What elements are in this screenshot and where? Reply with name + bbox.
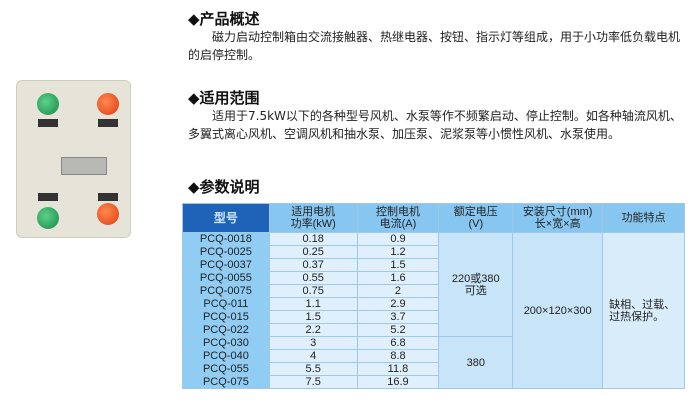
model-cell: PCQ-0055 [182, 271, 270, 285]
table-row: PCQ-0075 0.75 2 [182, 284, 685, 298]
model-cell: PCQ-055 [182, 362, 270, 376]
model-cell: PCQ-022 [182, 323, 270, 337]
column-header: 型号 [182, 203, 270, 233]
table-row: PCQ-055 5.5 11.8 [182, 362, 685, 376]
label-plate [98, 119, 118, 127]
product-image [16, 80, 131, 238]
scope-text: 适用于7.5kW以下的各种型号风机、水泵等作不频繁启动、停止控制。如各种轴流风机… [188, 109, 682, 141]
power-cell: 7.5 [268, 375, 358, 389]
current-cell: 16.9 [356, 375, 440, 389]
column-header: 控制电机 电流(A) [356, 203, 440, 233]
model-cell: PCQ-0025 [182, 245, 270, 259]
table-row: PCQ-0037 0.37 1.5 [182, 258, 685, 272]
power-cell: 1.5 [268, 310, 358, 324]
overview-title: ◆产品概述 [188, 10, 260, 28]
current-cell: 5.2 [356, 323, 440, 337]
power-cell: 5.5 [268, 362, 358, 376]
model-cell: PCQ-015 [182, 310, 270, 324]
current-cell: 1.2 [356, 245, 440, 259]
size-cell: 200×120×300 [512, 232, 604, 389]
red-stop-button [97, 203, 119, 225]
nameplate [61, 157, 107, 175]
table-row: PCQ-015 1.5 3.7 [182, 310, 685, 324]
table-row: PCQ-0018 0.18 0.9 220或380 可选 200×120×300 缺相、过载… [182, 232, 685, 389]
column-header: 安装尺寸(mm) 长×宽×高 [512, 203, 604, 233]
current-cell: 2.9 [356, 297, 440, 311]
table-row: PCQ-030 3 6.8 380 [182, 336, 685, 389]
power-cell: 0.55 [268, 271, 358, 285]
table-row: PCQ-0025 0.25 1.2 [182, 245, 685, 259]
green-start-button [37, 207, 59, 229]
voltage-cell: 220或380 可选 [438, 232, 514, 337]
model-cell: PCQ-075 [182, 375, 270, 389]
red-indicator-lamp [97, 93, 119, 115]
power-cell: 3 [268, 336, 358, 350]
table-row: PCQ-022 2.2 5.2 [182, 323, 685, 337]
current-cell: 6.8 [356, 336, 440, 350]
model-cell: PCQ-0075 [182, 284, 270, 298]
power-cell: 0.18 [268, 232, 358, 246]
model-cell: PCQ-0037 [182, 258, 270, 272]
label-plate [98, 193, 118, 201]
current-cell: 2 [356, 284, 440, 298]
label-plate [38, 193, 58, 201]
scope-title: ◆适用范围 [188, 89, 260, 107]
model-cell: PCQ-011 [182, 297, 270, 311]
power-cell: 0.37 [268, 258, 358, 272]
feature-cell: 缺相、过载、 过热保护。 [602, 232, 685, 389]
overview-text: 磁力启动控制箱由交流接触器、热继电器、按钮、指示灯等组成，用于小功率低负载电机的… [188, 30, 681, 62]
voltage-cell: 380 [438, 336, 514, 389]
model-cell: PCQ-040 [182, 349, 270, 363]
model-cell: PCQ-0018 [182, 232, 270, 246]
power-cell: 1.1 [268, 297, 358, 311]
current-cell: 3.7 [356, 310, 440, 324]
table-row: PCQ-040 4 8.8 [182, 349, 685, 363]
current-cell: 8.8 [356, 349, 440, 363]
table-row: PCQ-075 7.5 16.9 [182, 375, 685, 389]
power-cell: 4 [268, 349, 358, 363]
green-indicator-lamp [37, 93, 59, 115]
model-cell: PCQ-030 [182, 336, 270, 350]
current-cell: 11.8 [356, 362, 440, 376]
current-cell: 1.5 [356, 258, 440, 272]
column-header: 额定电压 (V) [438, 203, 514, 233]
label-plate [38, 119, 58, 127]
column-header: 适用电机 功率(kW) [268, 203, 358, 233]
params-title: ◆参数说明 [188, 178, 260, 196]
current-cell: 1.6 [356, 271, 440, 285]
column-header: 功能特点 [602, 203, 685, 233]
parameter-table: 型号 适用电机 功率(kW) 控制电机 电流(A) 额定电压 (V) 安装尺寸(mm) 长×宽×… [182, 203, 685, 389]
power-cell: 0.25 [268, 245, 358, 259]
power-cell: 0.75 [268, 284, 358, 298]
current-cell: 0.9 [356, 232, 440, 246]
power-cell: 2.2 [268, 323, 358, 337]
